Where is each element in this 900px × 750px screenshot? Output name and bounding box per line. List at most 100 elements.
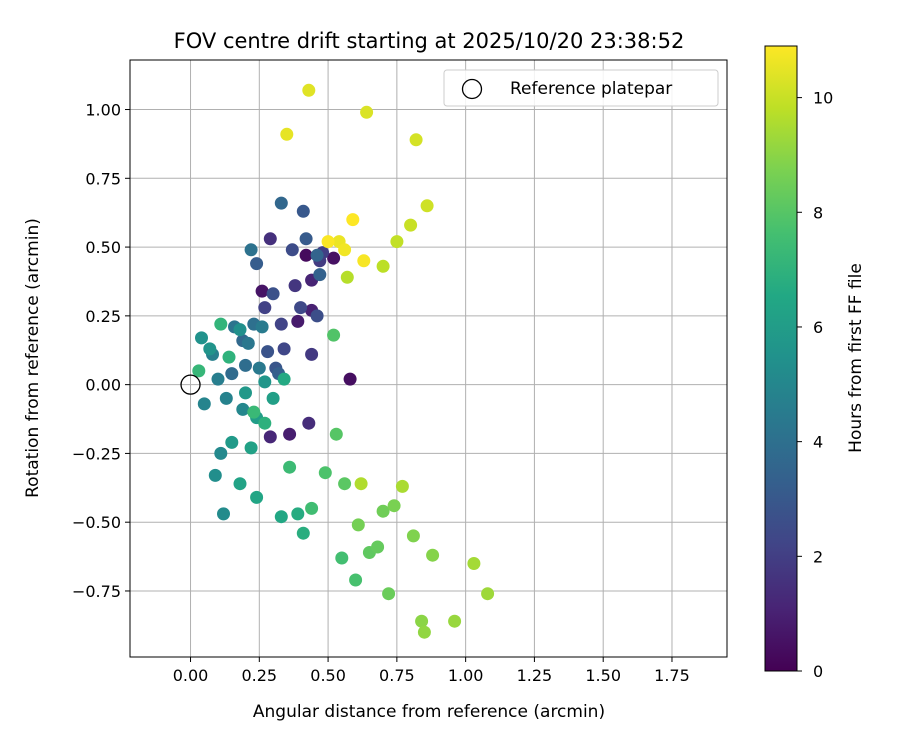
x-tick-label: 1.25 — [517, 666, 553, 685]
data-point — [448, 614, 462, 628]
legend-marker-open-circle — [461, 78, 483, 100]
data-point — [467, 557, 481, 570]
data-point — [252, 361, 266, 375]
data-point — [285, 243, 299, 257]
data-point — [225, 367, 239, 381]
data-point — [274, 196, 288, 210]
data-point — [387, 499, 401, 513]
data-point — [244, 441, 258, 455]
data-point — [302, 83, 316, 97]
colorbar-label: Hours from first FF file — [846, 263, 866, 453]
data-point — [417, 625, 431, 639]
x-axis-label: Angular distance from reference (arcmin) — [253, 702, 605, 722]
x-tick-label: 0.00 — [173, 666, 209, 685]
data-point — [263, 430, 277, 444]
data-point — [283, 460, 297, 474]
data-point — [351, 518, 365, 532]
data-point — [263, 232, 277, 246]
plot-frame — [129, 59, 728, 658]
data-point — [305, 347, 319, 361]
data-point — [420, 199, 434, 213]
data-point — [415, 614, 429, 628]
data-point — [390, 235, 404, 249]
colorbar-ticks: 0 2 4 6 8 10 — [797, 89, 833, 681]
data-point — [258, 375, 272, 389]
data-point — [277, 342, 291, 356]
data-point — [266, 391, 280, 405]
data-point — [327, 251, 341, 265]
data-point — [338, 477, 352, 491]
colorbar-tick-label: 10 — [813, 89, 833, 108]
data-point — [274, 510, 288, 524]
data-point — [310, 248, 324, 262]
data-point — [239, 358, 252, 372]
y-tick-label: 1.00 — [85, 101, 121, 120]
data-point — [208, 468, 222, 482]
data-point — [283, 427, 297, 441]
data-point — [329, 427, 343, 441]
x-tick-label: 0.25 — [241, 666, 277, 685]
data-point — [192, 364, 206, 378]
y-tick-label: −0.50 — [72, 513, 121, 532]
data-point — [305, 501, 319, 515]
data-point — [426, 548, 440, 562]
data-point — [302, 416, 316, 430]
colorbar-gradient — [764, 45, 798, 672]
data-point — [346, 213, 360, 227]
data-point — [225, 435, 239, 449]
colorbar-tick-label: 2 — [813, 547, 823, 566]
data-point — [255, 320, 269, 334]
data-point — [203, 342, 217, 356]
data-point — [376, 504, 390, 518]
data-point — [406, 529, 420, 543]
y-tick-label: 0.75 — [85, 169, 121, 188]
y-axis-ticks: 1.00 0.75 0.50 0.25 0.00 −0.25 −0.50 −0.75 — [72, 101, 130, 601]
data-point — [211, 372, 225, 386]
colorbar-tick-label: 6 — [813, 318, 823, 337]
colorbar: 0 2 4 6 8 10 Hours from first FF file — [764, 45, 866, 681]
data-point — [404, 218, 418, 232]
data-point — [343, 372, 357, 386]
data-point — [195, 331, 208, 345]
x-tick-label: 1.75 — [654, 666, 690, 685]
legend-box — [443, 69, 719, 107]
data-point — [274, 317, 288, 331]
data-point — [327, 328, 341, 342]
data-point — [296, 526, 310, 540]
reference-marker-layer — [180, 374, 201, 395]
data-point — [382, 587, 396, 601]
x-tick-label: 1.50 — [585, 666, 621, 685]
data-point — [219, 391, 233, 405]
y-tick-label: 0.50 — [85, 238, 121, 257]
data-point — [357, 254, 371, 268]
x-tick-label: 0.50 — [310, 666, 346, 685]
data-point — [280, 127, 294, 141]
x-tick-label: 0.75 — [379, 666, 415, 685]
colorbar-tick-label: 4 — [813, 433, 823, 452]
data-point — [214, 317, 228, 331]
data-point — [481, 587, 495, 601]
data-point — [296, 204, 310, 218]
data-point — [214, 446, 228, 460]
data-point — [266, 287, 280, 301]
data-point — [340, 270, 354, 284]
data-point — [310, 309, 324, 323]
data-point — [291, 314, 305, 328]
data-point — [255, 284, 269, 298]
legend: Reference platepar — [443, 69, 719, 107]
data-point — [299, 248, 313, 262]
data-point — [318, 466, 332, 480]
data-point — [241, 336, 255, 350]
data-point — [349, 573, 363, 587]
data-point — [288, 279, 302, 293]
data-point — [335, 551, 349, 565]
data-point — [236, 402, 250, 416]
data-point — [197, 397, 211, 411]
y-axis-label: Rotation from reference (arcmin) — [23, 218, 43, 498]
data-point — [321, 235, 335, 249]
data-point — [250, 490, 264, 504]
data-point — [244, 243, 258, 257]
data-point — [258, 416, 272, 430]
data-point — [360, 105, 374, 119]
